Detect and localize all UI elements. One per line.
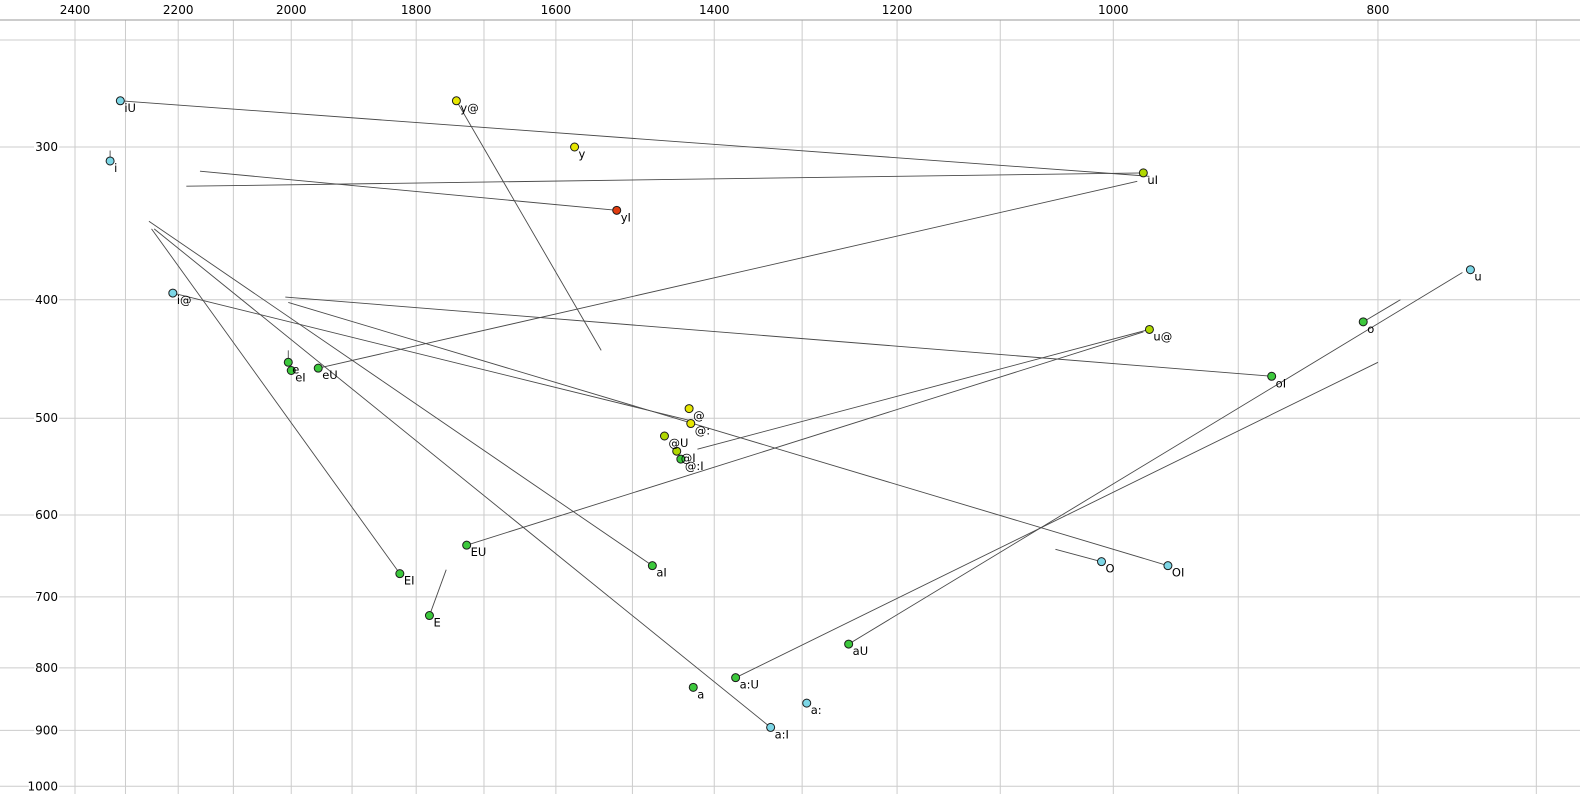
vowel-point-label-@: @ (693, 409, 705, 423)
vowel-point-label-aU: aU (853, 644, 868, 658)
vowel-point-yI (612, 205, 622, 215)
vowel-point-eU (313, 363, 323, 373)
vowel-point-@ (684, 404, 694, 414)
x-axis-tick-label: 2400 (60, 3, 91, 17)
vowel-point-label-u: u (1474, 270, 1481, 284)
x-axis-tick-label: 1200 (882, 3, 913, 17)
x-axis-tick-label: 1400 (699, 3, 730, 17)
vowel-point-label-a:U: a:U (740, 678, 759, 692)
vowel-point-label-uI: uI (1147, 173, 1158, 187)
y-axis-tick-label: 400 (35, 293, 58, 307)
vowel-point-a: (802, 698, 812, 708)
vowel-point-@I (672, 446, 682, 456)
trajectory-line-EU (466, 331, 1144, 546)
vowel-point-label-e: e (292, 362, 299, 376)
vowel-point-EI (395, 569, 405, 579)
trajectory-line-eU (318, 180, 1138, 369)
vowel-point-aU (844, 639, 854, 649)
vowel-point-label-EI: EI (404, 574, 415, 588)
trajectory-line-i@ (172, 292, 690, 421)
y-axis-tick-label: 1000 (27, 779, 58, 793)
vowel-point-label-o: o (1367, 322, 1374, 336)
vowel-point-eI (286, 365, 296, 375)
trajectory-line-o (1362, 299, 1401, 323)
vowel-point-i (105, 156, 115, 166)
vowel-point-oI (1267, 371, 1277, 381)
vowel-point-e (283, 357, 293, 367)
y-axis-tick-label: 900 (35, 723, 58, 737)
trajectory-line-uI (186, 172, 1144, 187)
vowel-point-a (688, 682, 698, 692)
y-axis-tick-label: 600 (35, 508, 58, 522)
vowel-point-label-@:I: @:I (685, 459, 704, 473)
vowel-point-label-a: a (697, 687, 704, 701)
x-axis-tick-label: 2000 (276, 3, 307, 17)
vowel-point-O (1097, 557, 1107, 567)
trajectory-line-aI (148, 220, 653, 567)
vowel-point-label-@U: @U (668, 436, 688, 450)
trajectory-line-a:U (735, 361, 1379, 679)
vowel-point-y (570, 142, 580, 152)
x-axis-tick-label: 1600 (541, 3, 572, 17)
trajectory-line-EI (151, 228, 401, 574)
x-axis-tick-label: 1800 (401, 3, 432, 17)
vowel-point-a:I (766, 722, 776, 732)
vowel-point-i@ (168, 288, 178, 298)
vowel-point-aI (647, 561, 657, 571)
vowel-point-label-O: O (1106, 562, 1115, 576)
vowel-point-label-i: i (114, 161, 117, 175)
vowel-point-label-u@: u@ (1153, 329, 1172, 343)
vowel-point-y@ (451, 96, 461, 106)
y-axis-tick-label: 500 (35, 411, 58, 425)
vowel-point-label-eU: eU (322, 368, 338, 382)
vowel-point-label-y: y (579, 147, 586, 161)
trajectory-line-E (429, 569, 447, 616)
vowel-point-label-EU: EU (471, 545, 487, 559)
x-axis-tick-label: 1000 (1098, 3, 1129, 17)
vowel-point-E (424, 611, 434, 621)
vowel-point-label-oI: oI (1276, 376, 1286, 390)
vowel-point-u (1465, 265, 1475, 275)
x-axis-tick-label: 2200 (163, 3, 194, 17)
trajectory-line-iU (120, 100, 1150, 177)
trajectory-line-O (1055, 548, 1102, 563)
vowel-point-label-@:: @: (695, 424, 710, 438)
vowel-point-label-iU: iU (124, 101, 136, 115)
vowel-point-@:I (676, 454, 686, 464)
vowel-point-label-a:I: a:I (775, 727, 789, 741)
trajectory-line-yI (199, 170, 617, 211)
vowel-point-label-yI: yI (621, 210, 631, 224)
vowel-point-iU (115, 96, 125, 106)
trajectory-line-OI (288, 301, 1169, 567)
vowel-point-@: (686, 419, 696, 429)
y-axis-tick-label: 300 (35, 140, 58, 154)
trajectory-line-oI (285, 296, 1272, 377)
trajectory-line-aU (848, 272, 1463, 645)
vowel-point-label-a:: a: (811, 703, 822, 717)
vowel-point-o (1358, 317, 1368, 327)
vowel-point-label-aI: aI (656, 566, 666, 580)
vowel-point-label-@I: @I (681, 451, 696, 465)
vowel-point-label-i@: i@ (177, 293, 192, 307)
vowel-point-u@ (1144, 324, 1154, 334)
vowel-point-EU (462, 540, 472, 550)
vowel-point-label-E: E (433, 616, 440, 630)
vowel-point-label-y@: y@ (460, 101, 478, 115)
vowel-point-uI (1138, 168, 1148, 178)
y-axis-tick-label: 700 (35, 590, 58, 604)
trajectory-line-u@ (697, 329, 1150, 450)
vowel-point-a:U (731, 673, 741, 683)
vowel-point-label-eI: eI (295, 370, 305, 384)
trajectory-line-a:I (153, 228, 771, 728)
vowel-point-label-OI: OI (1172, 566, 1184, 580)
x-axis-tick-label: 800 (1367, 3, 1390, 17)
vowel-point-@U (659, 431, 669, 441)
y-axis-tick-label: 800 (35, 661, 58, 675)
vowel-point-OI (1163, 561, 1173, 571)
